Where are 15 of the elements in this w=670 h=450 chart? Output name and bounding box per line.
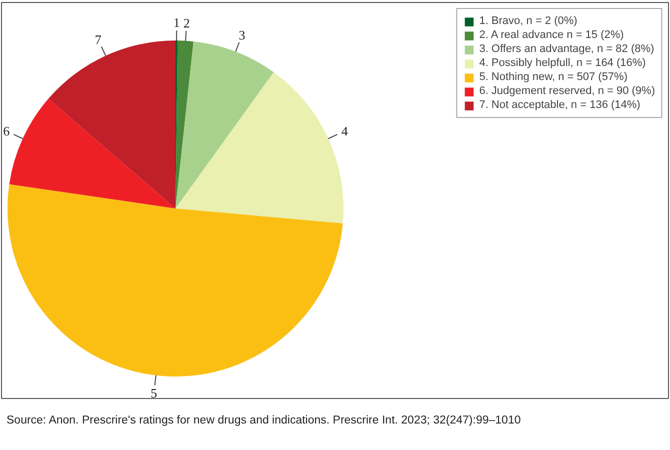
legend-label: 1. Bravo, n = 2 (0%) [479,15,578,27]
text: 7 [94,32,102,47]
legend-label: 7. Not acceptable, n = 136 (14%) [479,99,640,111]
text: 5 [150,386,158,401]
legend-label: 2. A real advance n = 15 (2%) [479,29,624,41]
legend-label: 3. Offers an advantage, n = 82 (8%) [479,43,654,55]
text: 1 [173,15,180,30]
text: 2 [183,15,190,30]
text: 3 [238,27,246,42]
text: 6 [3,124,10,139]
legend-label: 5. Nothing new, n = 507 (57%) [479,71,628,83]
source-note: Source: Anon. Prescrire's ratings for new drugs and indications. Prescrire Int. 2023; 32(247):99–1010 [6,414,521,426]
text: 4 [341,124,348,139]
legend-label: 6. Judgement reserved, n = 90 (9%) [479,85,655,97]
legend-label: 4. Possibly helpfull, n = 164 (16%) [479,57,646,69]
